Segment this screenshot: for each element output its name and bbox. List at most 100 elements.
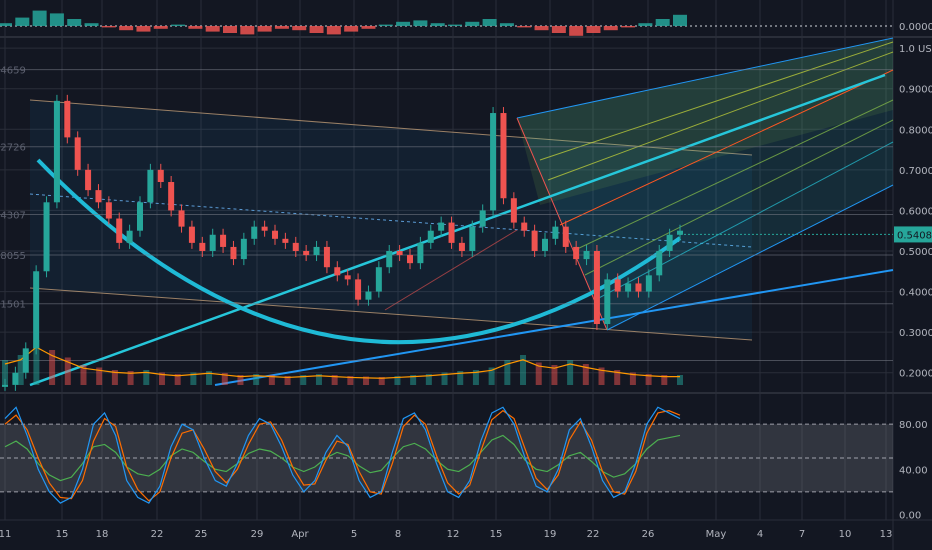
candle-body: [656, 250, 663, 276]
candle-body: [292, 242, 299, 251]
volume-bar: [127, 371, 134, 385]
axes: 11 15 18 22 25 29 Apr 5 8 12 15 19 22 26 May 4 7 10 13 0.20…: [0, 22, 932, 540]
x-tick-label: 19: [544, 529, 557, 540]
momentum-bar: [586, 26, 601, 33]
x-tick-label: 25: [195, 529, 208, 540]
momentum-bar: [448, 24, 462, 26]
volume-bar: [111, 370, 118, 385]
momentum-bar: [274, 26, 289, 29]
price-tick-label: 0.200000: [899, 369, 932, 380]
momentum-bar: [326, 26, 341, 35]
volume-bar: [363, 376, 370, 385]
pitchfork-median: [559, 69, 894, 226]
last-price-label: 0.540810: [897, 230, 932, 241]
candle-body: [521, 222, 528, 231]
volume-bar: [598, 367, 605, 385]
candle-body: [64, 100, 71, 138]
volume-bar: [206, 371, 213, 385]
x-tick-label: 12: [447, 529, 460, 540]
candle-body: [22, 348, 29, 373]
candle-body: [448, 222, 455, 243]
volume-bar: [64, 357, 71, 385]
pitchfork-level-5: [594, 141, 894, 301]
candle-body: [386, 250, 393, 268]
candle-body: [199, 242, 206, 251]
momentum-bar: [84, 23, 99, 26]
volume-bar: [253, 374, 260, 385]
candle-body: [33, 271, 40, 349]
volume-bar: [551, 365, 558, 385]
volume-bar: [582, 364, 589, 385]
momentum-bar: [15, 17, 30, 26]
parallel-channel-line: [384, 229, 518, 311]
momentum-bar: [171, 24, 186, 26]
momentum-bar: [0, 23, 12, 26]
candle-body: [583, 250, 590, 260]
candle-body: [220, 234, 227, 247]
volume-bar: [284, 376, 291, 385]
x-tick-label: 22: [151, 529, 164, 540]
candle-body: [355, 279, 362, 300]
candle-body: [2, 384, 8, 387]
drawing-tools: [29, 37, 894, 387]
price-tick-label: 0.500000: [899, 247, 932, 258]
price-tick-label: 0.900000: [899, 85, 932, 96]
volume-bar: [300, 375, 307, 385]
candle-body: [43, 202, 50, 272]
candle-body: [500, 113, 507, 199]
candle-body: [573, 246, 580, 260]
volume-bar: [49, 350, 56, 385]
volume-bar: [504, 360, 511, 385]
osc-tick-label: 80.00: [899, 420, 928, 431]
momentum-bar: [638, 23, 653, 26]
momentum-bar: [396, 21, 411, 26]
momentum-bar: [534, 26, 549, 31]
momentum-bar: [223, 26, 237, 33]
price-pane: [0, 69, 893, 391]
volume-bar: [33, 340, 40, 385]
momentum-bar: [361, 26, 376, 29]
pitchfork-upper-line: [516, 37, 894, 119]
momentum-bar: [119, 26, 134, 31]
volume-bar: [645, 374, 652, 385]
momentum-bar: [517, 26, 532, 28]
left-edge-label: 94659: [0, 66, 26, 77]
momentum-bar: [499, 23, 514, 26]
candle-body: [282, 238, 289, 243]
candle-body: [677, 230, 683, 235]
candle-body: [272, 230, 278, 239]
left-edge-label: 52726: [0, 143, 26, 154]
volume-bar: [535, 362, 542, 385]
descending-channel-bottom: [29, 287, 753, 341]
volume-bar: [17, 355, 24, 385]
x-tick-label: 26: [642, 529, 655, 540]
volume-bar: [425, 374, 432, 385]
candle-body: [375, 267, 382, 292]
volume-bar: [2, 360, 8, 385]
candle-body: [303, 250, 310, 256]
candle-body: [635, 283, 642, 292]
volume-bar: [158, 372, 165, 385]
candle-body: [157, 169, 164, 183]
candle-body: [593, 250, 600, 325]
candle-body: [427, 230, 434, 243]
candle-body: [251, 226, 258, 239]
candle-body: [261, 226, 268, 231]
volume-bar: [614, 370, 621, 385]
volume-bar: [457, 371, 464, 385]
momentum-bar: [603, 26, 618, 31]
candle-body: [323, 246, 330, 268]
volume-bar: [331, 375, 338, 385]
momentum-bar: [188, 26, 203, 29]
oscillator-pane: [0, 406, 893, 504]
candle-body: [105, 202, 112, 219]
momentum-bar: [49, 13, 64, 26]
momentum-zero-label: 0.000000: [899, 22, 932, 33]
candle-body: [604, 279, 611, 325]
candle-body: [562, 226, 569, 247]
volume-bar: [143, 370, 150, 385]
x-tick-label: 15: [490, 529, 503, 540]
volume-bar: [80, 365, 87, 385]
candle-body: [614, 279, 621, 292]
